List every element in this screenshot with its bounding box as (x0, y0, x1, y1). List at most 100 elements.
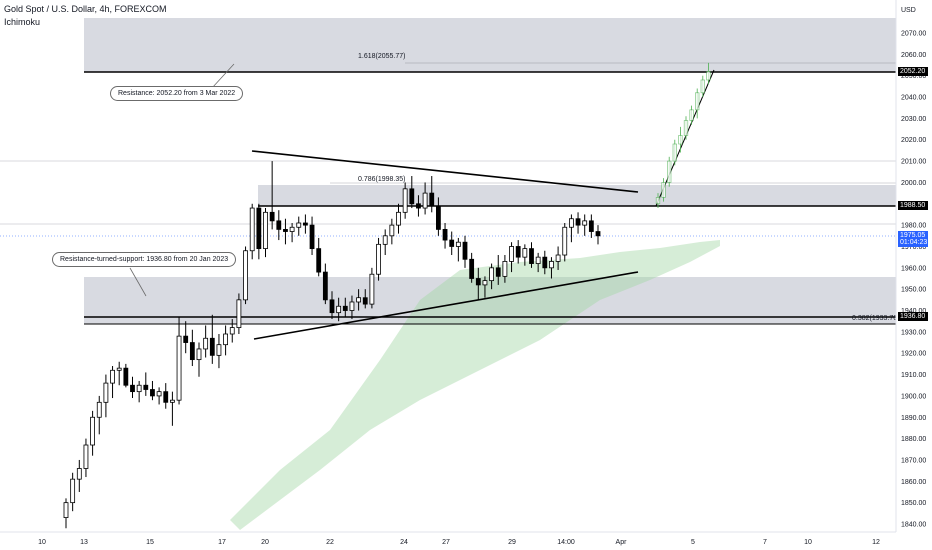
resistance-price-tag: 2052.20 (898, 67, 928, 76)
price-tick-label: 2030.00 (901, 116, 926, 123)
mid-zone (258, 185, 896, 206)
projection-body (667, 160, 672, 183)
indicator-label[interactable]: Ichimoku (4, 17, 41, 27)
candle-body (196, 348, 202, 361)
candle-body (96, 401, 102, 418)
time-tick-label: 20 (261, 539, 269, 546)
price-axis[interactable] (896, 0, 932, 532)
chart-title: Gold Spot / U.S. Dollar, 4h, FOREXCOM (4, 4, 167, 14)
support-zone (84, 277, 896, 324)
candle-body (469, 258, 475, 279)
candle-body (76, 468, 82, 480)
candle-body (322, 271, 328, 301)
candle-body (163, 391, 169, 403)
candle-body (83, 444, 89, 469)
upper-trendline[interactable] (251, 150, 639, 193)
time-tick-label: 5 (691, 539, 695, 546)
candle-body (475, 278, 481, 286)
candle-body (502, 261, 508, 277)
time-axis[interactable] (0, 532, 932, 550)
candle-body (130, 384, 135, 393)
candle-body (209, 337, 215, 356)
candle-body (509, 246, 514, 262)
candle-body (569, 218, 574, 228)
candle-body (302, 222, 308, 226)
price-tick-label: 2000.00 (901, 180, 926, 187)
price-tick-label: 1860.00 (901, 479, 926, 486)
price-tick-label: 2070.00 (901, 31, 926, 38)
price-tick-label: 1850.00 (901, 500, 926, 507)
candle-body (416, 203, 421, 209)
candle-body (256, 207, 262, 250)
candle-body (396, 211, 401, 226)
candle-body (362, 297, 368, 305)
time-tick-label: Apr (616, 539, 628, 546)
time-tick-label: 24 (400, 539, 408, 546)
candle-body (515, 246, 521, 258)
price-tick-label: 2060.00 (901, 52, 926, 59)
level-1988-price-tag: 1988.50 (898, 201, 928, 210)
candle-body (289, 226, 295, 232)
candle-body (70, 478, 76, 504)
time-tick-label: 22 (326, 539, 334, 546)
candle-body (422, 192, 428, 209)
candle-body (529, 248, 534, 264)
candle-body (356, 297, 362, 303)
candle-body (90, 416, 95, 446)
projection-body (689, 109, 694, 121)
candles (63, 161, 601, 529)
price-tick-label: 1840.00 (901, 522, 926, 529)
candle-body (555, 254, 561, 262)
support-callout-pointer (129, 267, 147, 297)
candle-body (103, 382, 109, 403)
price-tick-label: 1900.00 (901, 393, 926, 400)
resistance-callout-pointer (211, 63, 235, 89)
candle-body (588, 220, 594, 232)
candle-body (176, 335, 182, 401)
candle-body (435, 205, 441, 230)
time-tick-label: 10 (804, 539, 812, 546)
support-callout[interactable]: Resistance-turned-support: 1936.80 from … (52, 252, 237, 267)
candle-body (283, 228, 288, 232)
lower-trendline[interactable] (253, 271, 639, 340)
candle-body (183, 335, 189, 343)
candle-body (110, 369, 115, 384)
price-tick-label: 1970.00 (901, 244, 926, 251)
candle-body (316, 248, 322, 273)
price-tick-label: 1870.00 (901, 457, 926, 464)
projection-body (655, 197, 661, 205)
time-tick-label: 15 (146, 539, 154, 546)
resistance-callout[interactable]: Resistance: 2052.20 from 3 Mar 2022 (110, 86, 244, 101)
projection-body (706, 71, 711, 81)
candle-body (276, 220, 282, 230)
candle-body (495, 267, 501, 277)
price-tick-label: 2040.00 (901, 95, 926, 102)
bar-countdown: 01:04:23 (900, 239, 928, 246)
currency-label: USD (901, 7, 916, 14)
candle-body (249, 207, 255, 252)
cloud-area (230, 240, 720, 530)
candle-body (143, 384, 149, 390)
time-tick-label: 29 (508, 539, 516, 546)
time-tick-label: 27 (442, 539, 450, 546)
candle-body (136, 384, 142, 393)
candle-body (123, 367, 129, 386)
time-tick-label: 12 (872, 539, 880, 546)
current-price-tag: 1975.05 01:04:23 (898, 231, 928, 247)
fib-0786-label: 0.786(1998.35) (358, 176, 405, 183)
projection-body (695, 92, 700, 111)
candle-body (169, 399, 175, 403)
projection-body (683, 120, 689, 136)
candle-body (429, 192, 435, 207)
time-tick-label: 17 (218, 539, 226, 546)
candle-body (269, 211, 275, 222)
candle-body (595, 231, 601, 237)
candle-body (296, 222, 302, 228)
candle-body (236, 299, 242, 329)
candle-body (336, 305, 342, 314)
candle-body (243, 250, 248, 301)
candle-body (582, 220, 588, 226)
candle-body (442, 228, 448, 241)
price-tick-label: 1890.00 (901, 415, 926, 422)
